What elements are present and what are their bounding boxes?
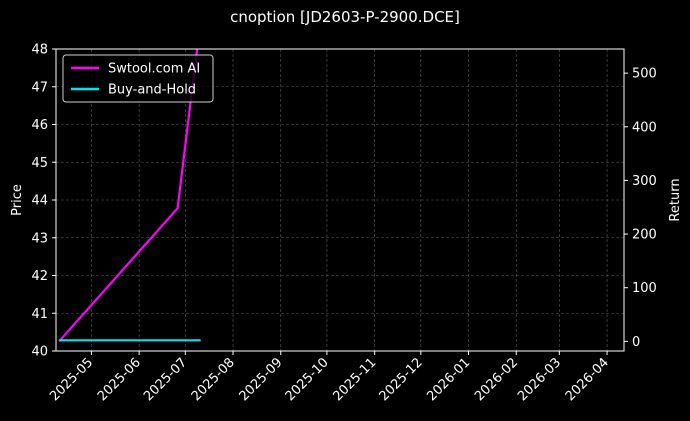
y2-axis-label: Return bbox=[668, 178, 683, 221]
legend-label-buy-and-hold: Buy-and-Hold bbox=[108, 83, 196, 98]
y2-tick-label: 500 bbox=[632, 67, 657, 82]
y-tick-label: 48 bbox=[31, 43, 48, 58]
x-tick-label: 2025-11 bbox=[330, 355, 379, 404]
y-tick-label: 40 bbox=[31, 345, 48, 360]
y-tick-label: 42 bbox=[31, 269, 48, 284]
y-axis-label: Price bbox=[10, 184, 25, 216]
y2-tick-label: 400 bbox=[632, 120, 657, 135]
legend-label-swtool: Swtool.com AI bbox=[108, 62, 200, 77]
y-tick-label: 43 bbox=[31, 231, 48, 246]
x-tick-label: 2025-08 bbox=[189, 355, 238, 404]
y-tick-label: 46 bbox=[31, 118, 48, 133]
y2-tick-label: 300 bbox=[632, 174, 657, 189]
y2-tick-label: 0 bbox=[632, 335, 640, 350]
y-tick-label: 44 bbox=[31, 194, 48, 209]
y-tick-label: 45 bbox=[31, 156, 48, 171]
y2-tick-label: 200 bbox=[632, 228, 657, 243]
legend-box bbox=[62, 54, 214, 103]
x-tick-label: 2025-06 bbox=[95, 355, 144, 404]
chart-title: cnoption [JD2603-P-2900.DCE] bbox=[230, 8, 460, 26]
x-tick-label: 2025-07 bbox=[141, 355, 190, 404]
x-tick-label: 2025-05 bbox=[47, 355, 96, 404]
legend: Swtool.com AI Buy-and-Hold bbox=[62, 54, 214, 103]
x-tick-label: 2025-09 bbox=[237, 355, 286, 404]
x-tick-label: 2026-04 bbox=[563, 355, 612, 404]
x-tick-label: 2026-03 bbox=[515, 355, 564, 404]
x-tick-label: 2025-12 bbox=[377, 355, 426, 404]
y-tick-label: 47 bbox=[31, 80, 48, 95]
y2-tick-label: 100 bbox=[632, 281, 657, 296]
x-tick-label: 2026-02 bbox=[472, 355, 521, 404]
x-tick-label: 2025-10 bbox=[283, 355, 332, 404]
y-tick-label: 41 bbox=[31, 307, 48, 322]
x-tick-label: 2026-01 bbox=[424, 355, 473, 404]
